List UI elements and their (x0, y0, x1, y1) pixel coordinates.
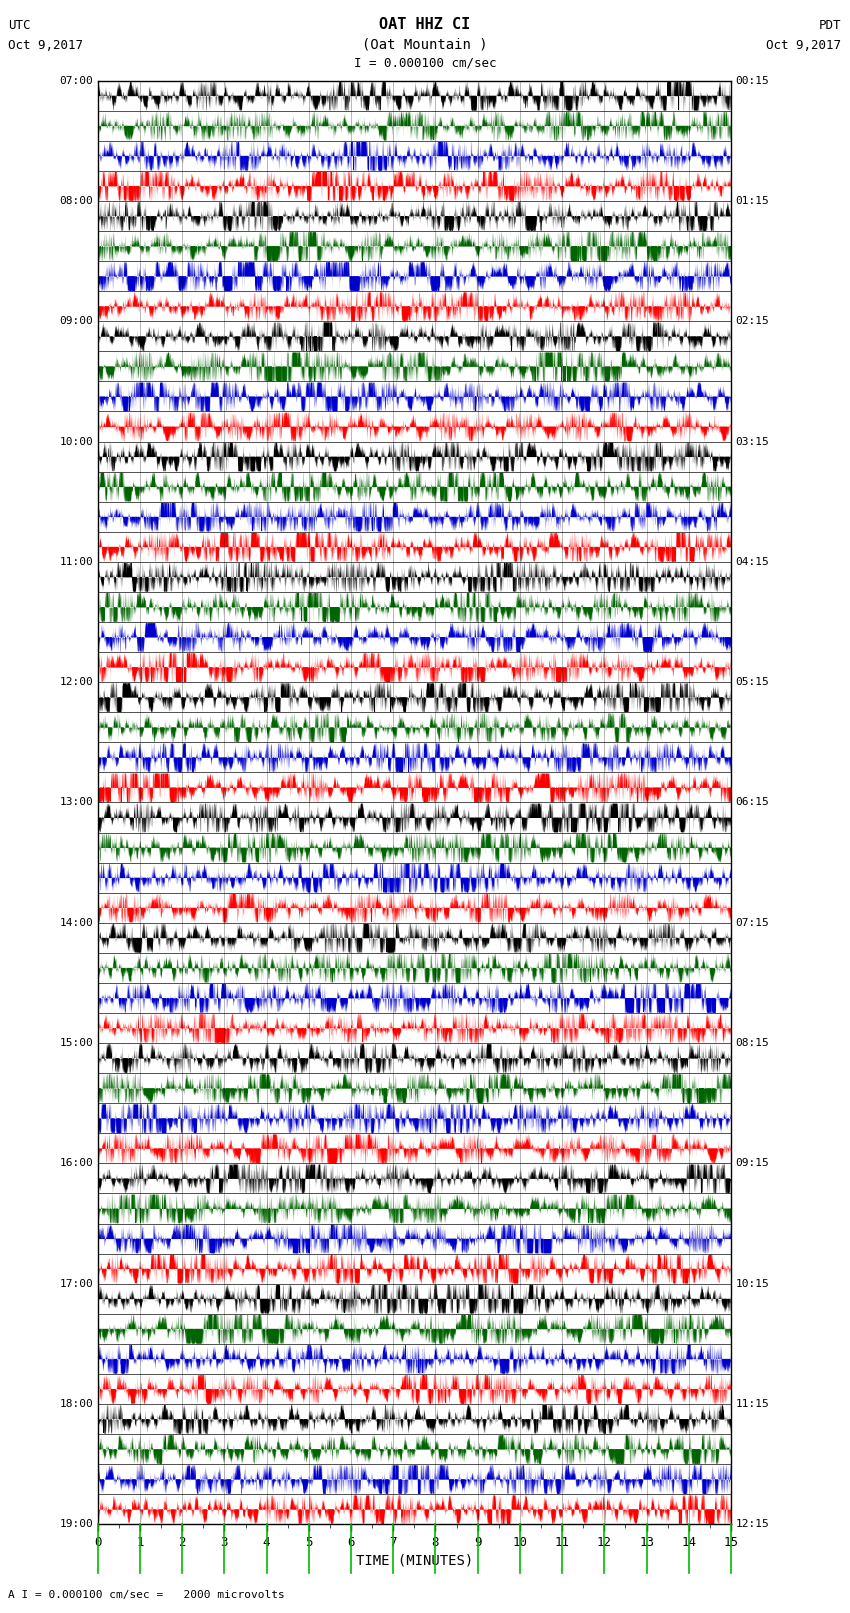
Text: 17:00: 17:00 (60, 1279, 94, 1289)
Text: 10:15: 10:15 (735, 1279, 769, 1289)
Text: 11:15: 11:15 (735, 1398, 769, 1410)
Text: 01:15: 01:15 (735, 195, 769, 206)
Text: Oct 9,2017: Oct 9,2017 (8, 39, 83, 52)
Text: 16:00: 16:00 (60, 1158, 94, 1168)
Text: A I = 0.000100 cm/sec =   2000 microvolts: A I = 0.000100 cm/sec = 2000 microvolts (8, 1590, 286, 1600)
Text: 11:00: 11:00 (60, 556, 94, 566)
Text: 07:15: 07:15 (735, 918, 769, 927)
Text: 12:15: 12:15 (735, 1519, 769, 1529)
Text: 09:15: 09:15 (735, 1158, 769, 1168)
Text: UTC: UTC (8, 19, 31, 32)
Text: 03:15: 03:15 (735, 437, 769, 447)
Text: 06:15: 06:15 (735, 797, 769, 808)
Text: 08:00: 08:00 (60, 195, 94, 206)
Text: Oct 9,2017: Oct 9,2017 (767, 39, 842, 52)
Text: 04:15: 04:15 (735, 556, 769, 566)
Text: OAT HHZ CI: OAT HHZ CI (379, 18, 471, 32)
Text: 05:15: 05:15 (735, 677, 769, 687)
Text: 15:00: 15:00 (60, 1039, 94, 1048)
Text: PDT: PDT (819, 19, 842, 32)
X-axis label: TIME (MINUTES): TIME (MINUTES) (356, 1553, 473, 1568)
Text: 10:00: 10:00 (60, 437, 94, 447)
Text: 09:00: 09:00 (60, 316, 94, 326)
Text: 07:00: 07:00 (60, 76, 94, 85)
Text: 02:15: 02:15 (735, 316, 769, 326)
Text: 13:00: 13:00 (60, 797, 94, 808)
Text: 18:00: 18:00 (60, 1398, 94, 1410)
Text: 19:00: 19:00 (60, 1519, 94, 1529)
Text: 00:15: 00:15 (735, 76, 769, 85)
Text: 14:00: 14:00 (60, 918, 94, 927)
Text: I = 0.000100 cm/sec: I = 0.000100 cm/sec (354, 56, 496, 69)
Text: 12:00: 12:00 (60, 677, 94, 687)
Text: (Oat Mountain ): (Oat Mountain ) (362, 37, 488, 52)
Text: 08:15: 08:15 (735, 1039, 769, 1048)
